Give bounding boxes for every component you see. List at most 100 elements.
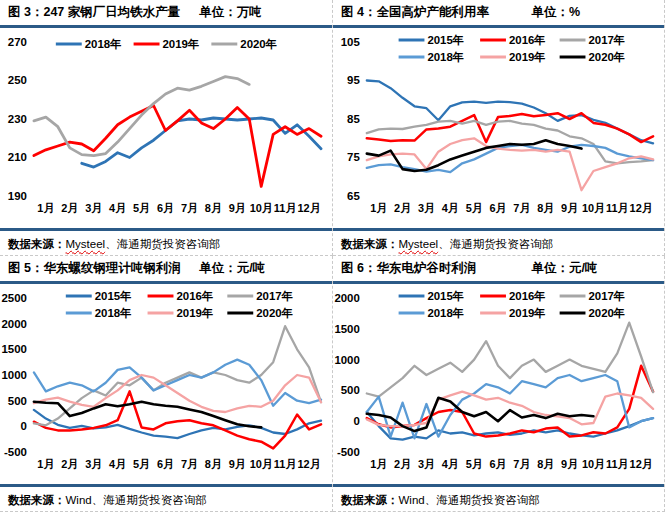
svg-text:2018年: 2018年 [95, 307, 132, 319]
svg-text:10月: 10月 [582, 458, 605, 470]
svg-text:8月: 8月 [537, 202, 554, 214]
source-label: 数据来源： [341, 238, 399, 250]
svg-text:1月: 1月 [370, 202, 387, 214]
svg-text:3月: 3月 [418, 202, 435, 214]
svg-text:2015年: 2015年 [427, 34, 464, 46]
svg-text:95: 95 [347, 74, 360, 86]
svg-text:2000: 2000 [1, 318, 26, 330]
svg-text:2020年: 2020年 [256, 307, 293, 319]
source-provider: Wind [399, 494, 425, 506]
figure-6-title: 图 6：华东电炉谷时利润 [341, 261, 476, 275]
svg-text:2020年: 2020年 [588, 51, 625, 63]
svg-text:-500: -500 [4, 446, 27, 458]
figure-3-chart-canvas: 2702502302101901月2月3月4月5月6月7月8月9月10月11月1… [0, 28, 332, 228]
svg-text:12月: 12月 [298, 458, 321, 470]
source-suffix: 、海通期货投资咨询部 [92, 494, 207, 506]
svg-text:230: 230 [8, 113, 27, 125]
svg-text:1000: 1000 [1, 369, 26, 381]
svg-text:2019年: 2019年 [509, 307, 546, 319]
figure-6-chart: 2000150010005000-5001月2月3月4月5月6月7月8月9月10… [333, 284, 664, 484]
svg-text:5月: 5月 [133, 202, 150, 214]
figures-grid: 图 3：247 家钢厂日均铁水产量 单位：万吨 2702502302101901… [0, 0, 665, 512]
figure-5-title-row: 图 5：华东螺纹钢理计吨钢利润 单位：元/吨 [0, 256, 332, 281]
figure-4-source: 数据来源：Mysteel、海通期货投资咨询部 [333, 231, 664, 252]
svg-text:4月: 4月 [109, 202, 126, 214]
svg-text:11月: 11月 [606, 202, 628, 214]
figure-4-panel: 图 4：全国高炉产能利用率 单位：% 105958575651月2月3月4月5月… [333, 0, 665, 256]
svg-text:2月: 2月 [394, 202, 411, 214]
svg-text:1月: 1月 [37, 202, 54, 214]
svg-text:0: 0 [21, 420, 27, 432]
figure-5-unit: 单位：元/吨 [199, 260, 265, 277]
figure-3-chart: 2702502302101901月2月3月4月5月6月7月8月9月10月11月1… [0, 28, 332, 228]
svg-text:1000: 1000 [334, 354, 359, 366]
figure-5-chart-canvas: 25002000150010005000-5001月2月3月4月5月6月7月8月… [0, 284, 332, 484]
svg-text:2017年: 2017年 [588, 34, 625, 46]
svg-text:65: 65 [347, 190, 360, 202]
svg-text:2017年: 2017年 [588, 290, 625, 302]
source-suffix: 、海通期货投资咨询部 [105, 238, 220, 250]
svg-text:2016年: 2016年 [509, 290, 546, 302]
svg-text:500: 500 [341, 384, 360, 396]
figure-3-title-row: 图 3：247 家钢厂日均铁水产量 单位：万吨 [0, 0, 332, 25]
figure-4-chart: 105958575651月2月3月4月5月6月7月8月9月10月11月12月20… [333, 28, 664, 228]
figure-4-title: 图 4：全国高炉产能利用率 [341, 5, 489, 19]
svg-text:5月: 5月 [133, 458, 150, 470]
svg-text:11月: 11月 [274, 458, 297, 470]
svg-text:9月: 9月 [229, 458, 246, 470]
svg-text:9月: 9月 [561, 202, 578, 214]
svg-text:2016年: 2016年 [176, 290, 213, 302]
svg-text:2月: 2月 [61, 202, 78, 214]
source-provider: Wind [66, 494, 92, 506]
svg-text:2019年: 2019年 [509, 51, 546, 63]
source-suffix: 、海通期货投资咨询部 [425, 494, 540, 506]
svg-text:7月: 7月 [513, 202, 530, 214]
svg-text:2000: 2000 [334, 292, 359, 304]
source-label: 数据来源： [341, 494, 399, 506]
svg-text:3月: 3月 [85, 202, 102, 214]
svg-text:190: 190 [8, 190, 27, 202]
figure-6-title-row: 图 6：华东电炉谷时利润 单位：元/吨 [333, 256, 664, 281]
svg-text:1月: 1月 [370, 458, 387, 470]
svg-text:2019年: 2019年 [163, 38, 200, 50]
figure-5-panel: 图 5：华东螺纹钢理计吨钢利润 单位：元/吨 25002000150010005… [0, 256, 333, 512]
svg-text:10月: 10月 [582, 202, 605, 214]
svg-text:85: 85 [347, 113, 360, 125]
figure-5-title: 图 5：华东螺纹钢理计吨钢利润 [8, 261, 181, 275]
svg-text:0: 0 [353, 415, 359, 427]
svg-text:12月: 12月 [298, 202, 321, 214]
svg-text:7月: 7月 [181, 458, 198, 470]
svg-text:3月: 3月 [418, 458, 435, 470]
figure-4-chart-canvas: 105958575651月2月3月4月5月6月7月8月9月10月11月12月20… [333, 28, 664, 228]
svg-text:2015年: 2015年 [95, 290, 132, 302]
figure-3-source: 数据来源：Mysteel、海通期货投资咨询部 [0, 231, 332, 252]
svg-text:11月: 11月 [274, 202, 297, 214]
svg-text:9月: 9月 [561, 458, 578, 470]
figure-4-title-row: 图 4：全国高炉产能利用率 单位：% [333, 0, 664, 25]
svg-text:1500: 1500 [334, 323, 359, 335]
svg-text:7月: 7月 [513, 458, 530, 470]
svg-text:4月: 4月 [442, 458, 459, 470]
figure-3-panel: 图 3：247 家钢厂日均铁水产量 单位：万吨 2702502302101901… [0, 0, 333, 256]
svg-text:2019年: 2019年 [176, 307, 213, 319]
svg-text:6月: 6月 [490, 202, 507, 214]
svg-text:8月: 8月 [537, 458, 554, 470]
figure-6-unit: 单位：元/吨 [532, 260, 598, 277]
source-provider: Mysteel [66, 238, 106, 250]
svg-text:2月: 2月 [61, 458, 78, 470]
svg-text:5月: 5月 [466, 202, 483, 214]
figure-6-panel: 图 6：华东电炉谷时利润 单位：元/吨 2000150010005000-500… [333, 256, 665, 512]
svg-text:5月: 5月 [466, 458, 483, 470]
svg-text:2020年: 2020年 [240, 38, 277, 50]
figure-3-unit: 单位：万吨 [199, 4, 262, 21]
figure-5-source: 数据来源：Wind、海通期货投资咨询部 [0, 487, 332, 508]
svg-text:12月: 12月 [630, 458, 653, 470]
svg-text:2500: 2500 [1, 292, 26, 304]
svg-text:6月: 6月 [490, 458, 507, 470]
svg-text:4月: 4月 [109, 458, 126, 470]
figure-3-title: 图 3：247 家钢厂日均铁水产量 [8, 5, 180, 19]
svg-text:2017年: 2017年 [256, 290, 293, 302]
figure-4-unit: 单位：% [532, 4, 581, 21]
svg-text:500: 500 [8, 395, 27, 407]
svg-text:2月: 2月 [394, 458, 411, 470]
